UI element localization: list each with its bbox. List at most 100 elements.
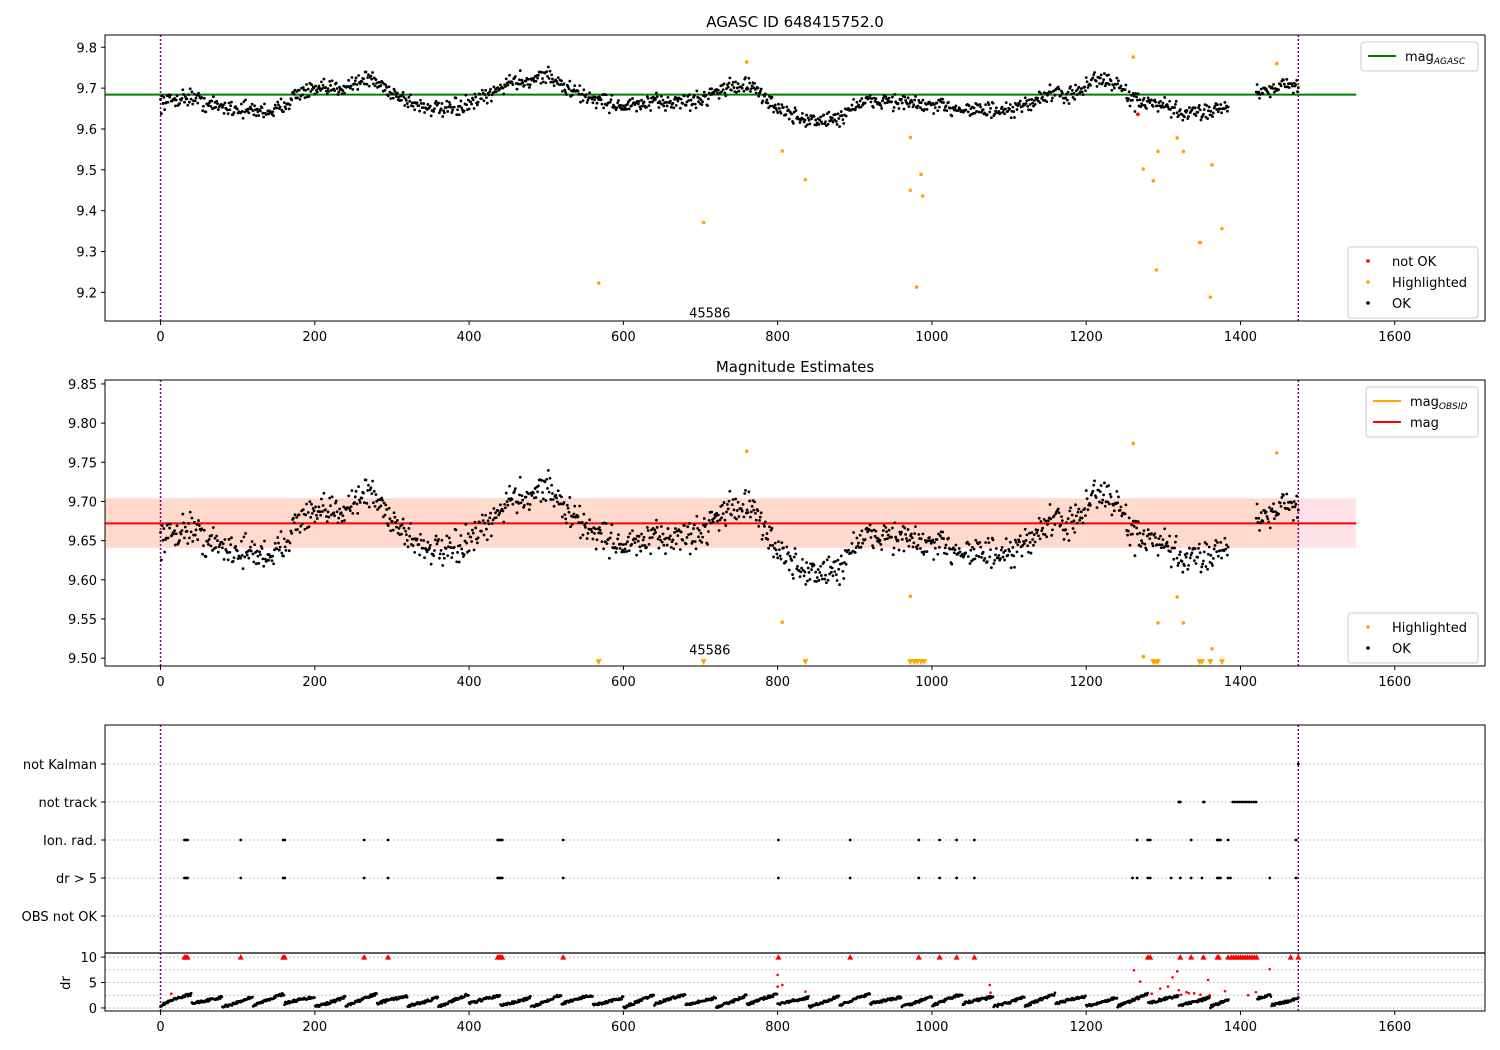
dr-capped-marker: [971, 954, 978, 960]
dr-high-point: [1206, 978, 1210, 982]
ok-point: [1046, 522, 1049, 526]
ok-point: [1155, 543, 1159, 547]
ok-point: [315, 90, 319, 94]
ok-point: [834, 573, 838, 577]
ok-point: [534, 79, 538, 83]
ok-point: [438, 552, 442, 556]
off-scale-marker: [1198, 659, 1205, 666]
ok-point: [641, 538, 645, 542]
ok-point: [383, 513, 387, 517]
ok-point: [746, 87, 750, 91]
ok-point: [1159, 534, 1162, 538]
ok-point: [393, 89, 397, 93]
ok-point: [855, 100, 859, 104]
ok-point: [863, 538, 867, 541]
x-tick-label: 400: [457, 675, 482, 690]
ok-point: [858, 99, 862, 103]
ok-point: [591, 101, 595, 105]
ok-point: [1029, 551, 1033, 555]
ok-point: [1150, 98, 1153, 102]
ok-point: [1197, 546, 1200, 550]
highlighted-point: [1156, 621, 1160, 625]
ok-point: [313, 520, 317, 524]
dr-point: [273, 996, 277, 1000]
dr-capped-marker: [361, 954, 368, 960]
ok-point: [376, 508, 379, 511]
y-tick-label: 9.50: [68, 652, 97, 667]
ok-point: [1081, 521, 1085, 525]
flag-point: [1189, 838, 1193, 842]
ok-point: [1048, 83, 1052, 87]
ok-point: [1009, 116, 1013, 120]
ok-point: [188, 536, 191, 540]
ok-point: [1123, 88, 1127, 92]
ok-point: [480, 88, 484, 92]
ok-point: [348, 507, 351, 510]
ok-point: [489, 87, 492, 91]
dr-point: [189, 991, 193, 995]
ok-point: [291, 90, 295, 94]
legend-label-subscript: OBSID: [1439, 402, 1468, 412]
ok-point: [567, 87, 571, 91]
ok-point: [774, 107, 778, 110]
ok-point: [245, 553, 249, 557]
ok-point: [886, 533, 890, 537]
ok-point: [282, 110, 285, 113]
ok-point: [547, 77, 551, 80]
ok-point: [1157, 537, 1161, 541]
ok-point: [801, 558, 804, 561]
ok-point: [255, 549, 259, 553]
ok-point: [671, 101, 675, 105]
ok-point: [1163, 527, 1167, 531]
ok-point: [1132, 524, 1136, 528]
ok-point: [421, 106, 425, 110]
ok-point: [277, 541, 280, 545]
ok-point: [706, 543, 709, 546]
ok-point: [1161, 101, 1165, 105]
legend-dot: [1366, 625, 1370, 629]
flag-point: [955, 838, 959, 842]
ok-point: [908, 538, 912, 542]
ok-point: [458, 104, 462, 108]
ok-point: [881, 529, 885, 532]
ok-point: [1174, 534, 1178, 538]
ok-point: [947, 536, 950, 540]
ok-point: [355, 83, 359, 86]
ok-point: [936, 552, 940, 556]
ok-point: [910, 536, 914, 540]
x-tick-label: 400: [457, 1020, 482, 1035]
ok-point: [1205, 542, 1209, 546]
ok-point: [202, 96, 206, 100]
ok-point: [812, 563, 816, 567]
ok-point: [280, 551, 284, 555]
ok-point: [806, 579, 809, 583]
ok-point: [373, 84, 377, 88]
ok-point: [822, 560, 826, 564]
ok-point: [404, 529, 407, 533]
ok-point: [687, 99, 690, 102]
ok-point: [638, 105, 642, 109]
ok-point: [426, 540, 430, 544]
ok-point: [579, 536, 582, 540]
ok-point: [594, 106, 598, 110]
ok-point: [999, 548, 1003, 552]
ok-point: [1045, 100, 1049, 104]
ok-point: [790, 559, 794, 562]
ok-point: [948, 547, 952, 551]
ok-point: [422, 102, 426, 105]
ok-point: [471, 98, 475, 102]
ok-point: [1073, 97, 1077, 101]
dr-capped-marker: [953, 954, 960, 960]
dr-point: [498, 993, 502, 997]
ok-point: [1296, 86, 1300, 90]
ok-point: [766, 101, 770, 105]
ok-point: [923, 550, 926, 554]
ok-point: [1128, 543, 1132, 547]
dr-high-point: [1179, 993, 1183, 997]
ok-point: [988, 555, 992, 559]
ok-point: [894, 535, 898, 539]
ok-point: [770, 95, 774, 99]
ok-point: [1018, 534, 1022, 538]
flag-point: [1219, 838, 1222, 842]
ok-point: [196, 101, 200, 105]
